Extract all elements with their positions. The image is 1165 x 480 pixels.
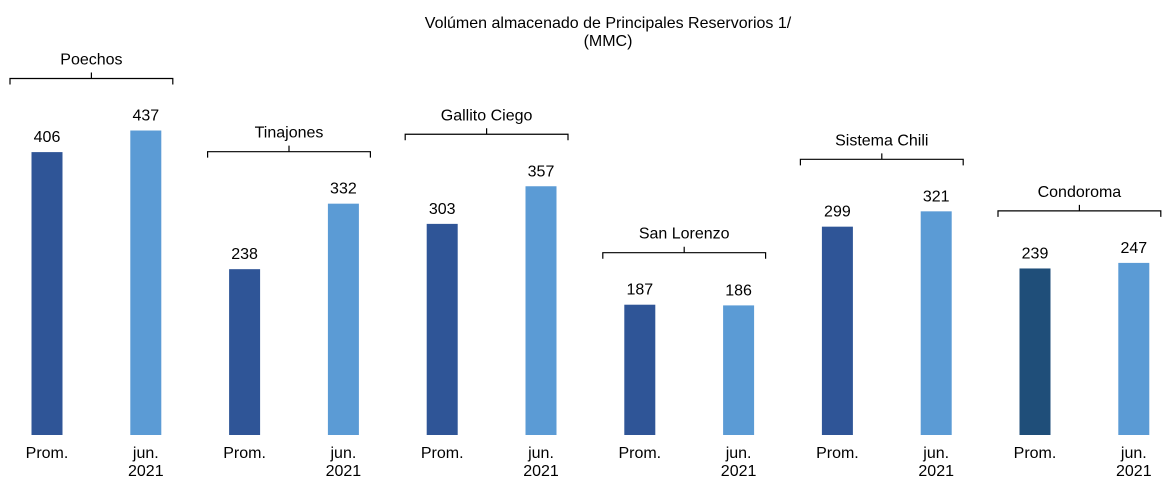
data-label: 321 bbox=[923, 188, 950, 205]
bar bbox=[525, 186, 557, 435]
group-bracket bbox=[799, 153, 964, 166]
x-tick-label: jun. 2021 bbox=[128, 445, 164, 480]
bar bbox=[624, 304, 656, 435]
x-tick-label: jun. 2021 bbox=[918, 445, 954, 480]
x-tick-label: jun. 2021 bbox=[326, 445, 362, 480]
x-tick-label: jun. 2021 bbox=[1116, 445, 1152, 480]
x-tick-label: Prom. bbox=[26, 445, 69, 462]
bar bbox=[229, 269, 261, 435]
x-tick-label: jun. 2021 bbox=[721, 445, 757, 480]
bar bbox=[920, 211, 952, 435]
group-bracket bbox=[404, 128, 569, 141]
x-tick-label: Prom. bbox=[618, 445, 661, 462]
data-label: 247 bbox=[1120, 240, 1147, 257]
group-bracket bbox=[997, 204, 1162, 217]
group-label: San Lorenzo bbox=[639, 226, 730, 243]
group-label: Sistema Chili bbox=[835, 132, 928, 149]
group-label: Gallito Ciego bbox=[441, 107, 533, 124]
bar bbox=[426, 223, 458, 435]
data-label: 332 bbox=[330, 181, 357, 198]
group-bracket bbox=[207, 145, 371, 158]
x-tick-label: Prom. bbox=[1014, 445, 1057, 462]
group-label: Poechos bbox=[60, 52, 122, 69]
bar bbox=[327, 203, 359, 435]
chart-title: Volúmen almacenado de Principales Reserv… bbox=[425, 15, 792, 32]
data-label: 303 bbox=[429, 201, 456, 218]
group-label: Tinajones bbox=[255, 125, 324, 142]
data-label: 357 bbox=[528, 163, 555, 180]
x-tick-label: Prom. bbox=[816, 445, 859, 462]
x-tick-label: Prom. bbox=[421, 445, 464, 462]
bar bbox=[130, 130, 162, 435]
bar bbox=[31, 152, 63, 435]
x-tick-label: jun. 2021 bbox=[523, 445, 559, 480]
group-bracket bbox=[9, 72, 174, 85]
data-label: 406 bbox=[34, 129, 61, 146]
chart-subtitle: (MMC) bbox=[584, 33, 633, 50]
x-tick-label: Prom. bbox=[223, 445, 266, 462]
data-label: 437 bbox=[132, 108, 159, 125]
bar bbox=[821, 226, 853, 435]
bar bbox=[723, 305, 755, 435]
data-label: 186 bbox=[725, 282, 752, 299]
data-label: 238 bbox=[231, 246, 258, 263]
data-label: 299 bbox=[824, 204, 851, 221]
data-label: 239 bbox=[1022, 245, 1049, 262]
bar bbox=[1019, 268, 1051, 435]
bar bbox=[1118, 262, 1150, 435]
group-bracket bbox=[602, 246, 767, 259]
group-label: Condoroma bbox=[1038, 184, 1122, 201]
data-label: 187 bbox=[626, 282, 653, 299]
